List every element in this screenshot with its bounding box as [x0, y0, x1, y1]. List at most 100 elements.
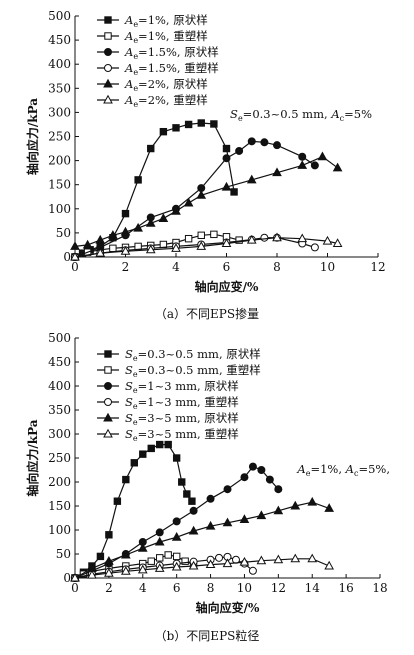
- series-line: [74, 237, 338, 258]
- data-point: [159, 127, 168, 136]
- data-point: [290, 500, 301, 510]
- legend-marker: [104, 48, 112, 56]
- data-point: [147, 557, 155, 565]
- data-point: [246, 174, 257, 184]
- series-4: [70, 151, 343, 250]
- data-point: [172, 454, 181, 462]
- data-point: [322, 235, 333, 245]
- data-point: [122, 475, 130, 484]
- x-tick-label: 4: [139, 581, 147, 595]
- chart-b: 0 50 100 150 200 250 300 350 400 450 500 0 2 4 6 8 10 12 1…: [25, 331, 390, 615]
- y-tick-label: 100: [48, 523, 71, 537]
- x-tick-label: 8: [273, 260, 281, 274]
- legend-label: Se=0.3~0.5 mm, 原状样: [125, 347, 261, 363]
- data-point: [104, 567, 114, 577]
- legend-marker: [103, 412, 113, 422]
- legend-marker: [104, 16, 112, 24]
- data-point: [120, 566, 131, 575]
- data-point: [145, 218, 156, 227]
- data-point: [172, 124, 180, 132]
- data-point: [265, 475, 274, 484]
- data-point: [235, 146, 244, 155]
- x-tick-label: 2: [105, 581, 113, 595]
- data-point: [164, 551, 172, 559]
- data-point: [248, 462, 257, 471]
- data-point: [206, 494, 215, 503]
- y-tick-label: 450: [48, 33, 71, 47]
- y-tick-label: 500: [48, 331, 71, 345]
- data-point: [171, 205, 181, 215]
- data-point: [104, 555, 114, 565]
- data-point: [307, 496, 318, 506]
- data-point: [171, 561, 182, 571]
- data-point: [248, 566, 257, 575]
- data-point: [221, 238, 232, 248]
- y-tick-label: 200: [48, 475, 71, 489]
- data-point: [307, 553, 318, 563]
- legend-item: Ae=1.5%, 重塑样: [97, 61, 219, 77]
- data-point: [273, 505, 284, 515]
- data-point: [297, 160, 308, 169]
- data-point: [317, 151, 328, 161]
- data-point: [332, 162, 343, 172]
- x-tick-label: 16: [338, 581, 353, 595]
- data-point: [95, 234, 106, 244]
- legend-marker: [104, 398, 112, 406]
- y-tick-label: 0: [63, 250, 71, 264]
- y-tick-label: 350: [48, 403, 71, 417]
- legend-item: Se=3~5 mm, 原状样: [97, 411, 239, 427]
- data-point: [188, 497, 196, 505]
- annotation: Se=0.3~0.5 mm, Ac=5%: [230, 107, 372, 123]
- legend-label: Se=1~3 mm, 原状样: [125, 379, 239, 395]
- data-point: [178, 478, 186, 486]
- legend-marker: [103, 428, 113, 438]
- data-point: [210, 230, 218, 239]
- data-point: [256, 555, 267, 565]
- data-point: [172, 552, 181, 561]
- data-point: [310, 161, 319, 170]
- legend-marker: [103, 78, 113, 88]
- data-point: [145, 244, 156, 254]
- legend-label: Ae=1.5%, 原状样: [124, 45, 219, 61]
- legend-item: Se=0.3~0.5 mm, 重塑样: [97, 363, 261, 379]
- y-tick-label: 350: [48, 81, 71, 95]
- legend-marker: [104, 366, 112, 374]
- y-tick-label: 250: [48, 451, 71, 465]
- data-point: [240, 473, 249, 482]
- legend-marker: [104, 64, 112, 72]
- data-point: [70, 241, 80, 250]
- series-line: [74, 501, 330, 579]
- data-point: [155, 528, 164, 537]
- y-axis-title: 轴向应力/kPa: [25, 98, 40, 175]
- y-tick-label: 500: [48, 9, 71, 23]
- data-point: [210, 120, 218, 128]
- data-point: [332, 238, 343, 248]
- y-tick-label: 150: [48, 499, 71, 513]
- x-tick-label: 0: [71, 581, 79, 595]
- data-point: [239, 556, 250, 566]
- data-point: [137, 564, 148, 574]
- data-point: [273, 141, 281, 150]
- data-point: [181, 557, 189, 565]
- x-tick-label: 12: [271, 581, 286, 595]
- y-tick-label: 400: [48, 57, 71, 71]
- series-5: [70, 553, 335, 582]
- y-tick-label: 400: [48, 379, 71, 393]
- data-point: [260, 233, 269, 242]
- series-5: [70, 232, 343, 261]
- data-point: [256, 510, 267, 520]
- y-tick-label: 450: [48, 355, 71, 369]
- data-point: [96, 552, 105, 561]
- data-point: [137, 543, 148, 552]
- data-point: [197, 119, 205, 127]
- x-tick-label: 14: [305, 581, 321, 595]
- legend-item: Se=0.3~0.5 mm, 原状样: [97, 347, 261, 363]
- x-tick-label: 10: [237, 581, 252, 595]
- data-point: [205, 559, 216, 569]
- legend-item: Ae=2%, 重塑样: [97, 93, 208, 109]
- data-point: [147, 144, 155, 153]
- data-point: [184, 120, 193, 129]
- data-point: [183, 490, 191, 498]
- legend-marker: [104, 32, 112, 40]
